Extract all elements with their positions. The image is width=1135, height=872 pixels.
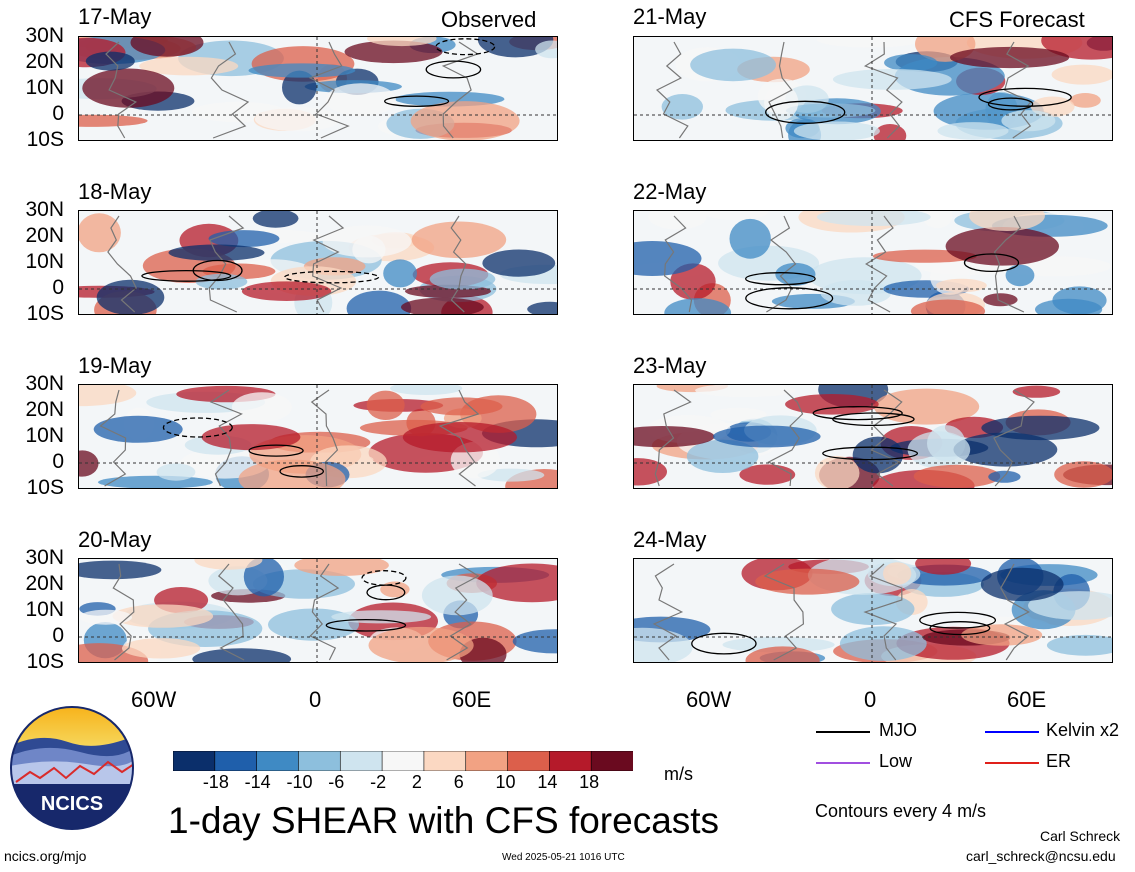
colorbar-swatch (256, 750, 300, 772)
colorbar-swatch (423, 750, 467, 772)
lat-label: 20N (25, 398, 64, 421)
legend-label-kelvin: Kelvin x2 (1046, 720, 1120, 740)
legend-label-er: ER (1046, 751, 1072, 771)
panel-date-fcst-3: 23-May (633, 353, 707, 378)
observed-label: Observed (441, 7, 537, 32)
colorbar-tick-label: -2 (370, 772, 387, 792)
lat-label: 20N (25, 572, 64, 595)
logo-text: NCICS (41, 793, 103, 815)
colorbar-unit: m/s (664, 764, 693, 784)
ncics-logo: NCICS (10, 706, 134, 830)
shear-map-panel (78, 558, 558, 663)
colorbar-swatch (507, 750, 551, 772)
lat-label: 10S (26, 650, 64, 673)
colorbar-swatch (172, 750, 216, 772)
panel-date-obs-1: 17-May (78, 4, 152, 29)
panel-date-obs-4: 20-May (78, 527, 152, 552)
panel-date-fcst-2: 22-May (633, 179, 707, 204)
lat-label: 0 (52, 276, 64, 299)
shear-map-panel (633, 384, 1113, 489)
colorbar-swatch (214, 750, 258, 772)
shear-map-panel (633, 558, 1113, 663)
colorbar-swatch (298, 750, 342, 772)
lat-label: 0 (52, 450, 64, 473)
shear-map-panel (633, 36, 1113, 141)
lat-label: 10S (26, 128, 64, 151)
lat-label: 20N (25, 50, 64, 73)
lat-label: 30N (25, 24, 64, 47)
lon-label: 60E (1007, 687, 1047, 712)
lat-label: 10N (25, 424, 64, 447)
lon-label: 60E (452, 687, 492, 712)
lat-label: 10S (26, 302, 64, 325)
panel-date-obs-2: 18-May (78, 179, 152, 204)
lat-label: 30N (25, 198, 64, 221)
lat-label: 10S (26, 476, 64, 499)
footer-url[interactable]: ncics.org/mjo (4, 848, 87, 864)
colorbar-tick-label: 14 (537, 772, 558, 792)
lon-label: 0 (309, 687, 322, 712)
lon-label: 60W (131, 687, 177, 712)
legend-line-low (816, 762, 870, 764)
contour-note: Contours every 4 m/s (815, 801, 987, 821)
footer-email[interactable]: carl_schreck@ncsu.edu (966, 848, 1116, 864)
shear-map-panel (633, 210, 1113, 315)
main-title: 1-day SHEAR with CFS forecasts (168, 800, 720, 841)
legend-line-mjo (816, 731, 870, 733)
lat-label: 0 (52, 624, 64, 647)
shear-map-panel (78, 36, 558, 141)
shear-map-panel (78, 210, 558, 315)
shear-map-panel (78, 384, 558, 489)
legend-label-low: Low (879, 751, 913, 771)
legend-label-mjo: MJO (879, 720, 917, 740)
colorbar-tick-label: 18 (579, 772, 600, 792)
colorbar-tick-label: 10 (495, 772, 516, 792)
colorbar-swatch (381, 750, 425, 772)
colorbar-swatch (549, 750, 592, 772)
lat-label: 20N (25, 224, 64, 247)
lat-label: 10N (25, 250, 64, 273)
colorbar-swatch (465, 750, 509, 772)
lon-label: 60W (686, 687, 732, 712)
panel-date-obs-3: 19-May (78, 353, 152, 378)
footer-timestamp: Wed 2025-05-21 1016 UTC (502, 852, 625, 863)
lat-label: 10N (25, 598, 64, 621)
lat-label: 30N (25, 372, 64, 395)
colorbar-tick-label: -18 (202, 772, 229, 792)
colorbar-tick-label: -6 (328, 772, 345, 792)
colorbar-swatch (590, 750, 634, 772)
lon-label: 0 (864, 687, 877, 712)
colorbar-tick-label: -14 (244, 772, 271, 792)
lat-label: 30N (25, 546, 64, 569)
legend-line-er (985, 762, 1039, 764)
colorbar-swatch (339, 750, 383, 772)
colorbar-tick-label: 2 (411, 772, 422, 792)
colorbar-tick-label: -10 (286, 772, 313, 792)
lat-label: 0 (52, 102, 64, 125)
legend-line-kelvin (985, 731, 1039, 733)
footer-author: Carl Schreck (1040, 828, 1121, 844)
cfs-forecast-label: CFS Forecast (949, 7, 1085, 32)
colorbar-tick-label: 6 (453, 772, 464, 792)
panel-date-fcst-1: 21-May (633, 4, 707, 29)
lat-label: 10N (25, 76, 64, 99)
colorbar (172, 750, 634, 776)
panel-date-fcst-4: 24-May (633, 527, 707, 552)
